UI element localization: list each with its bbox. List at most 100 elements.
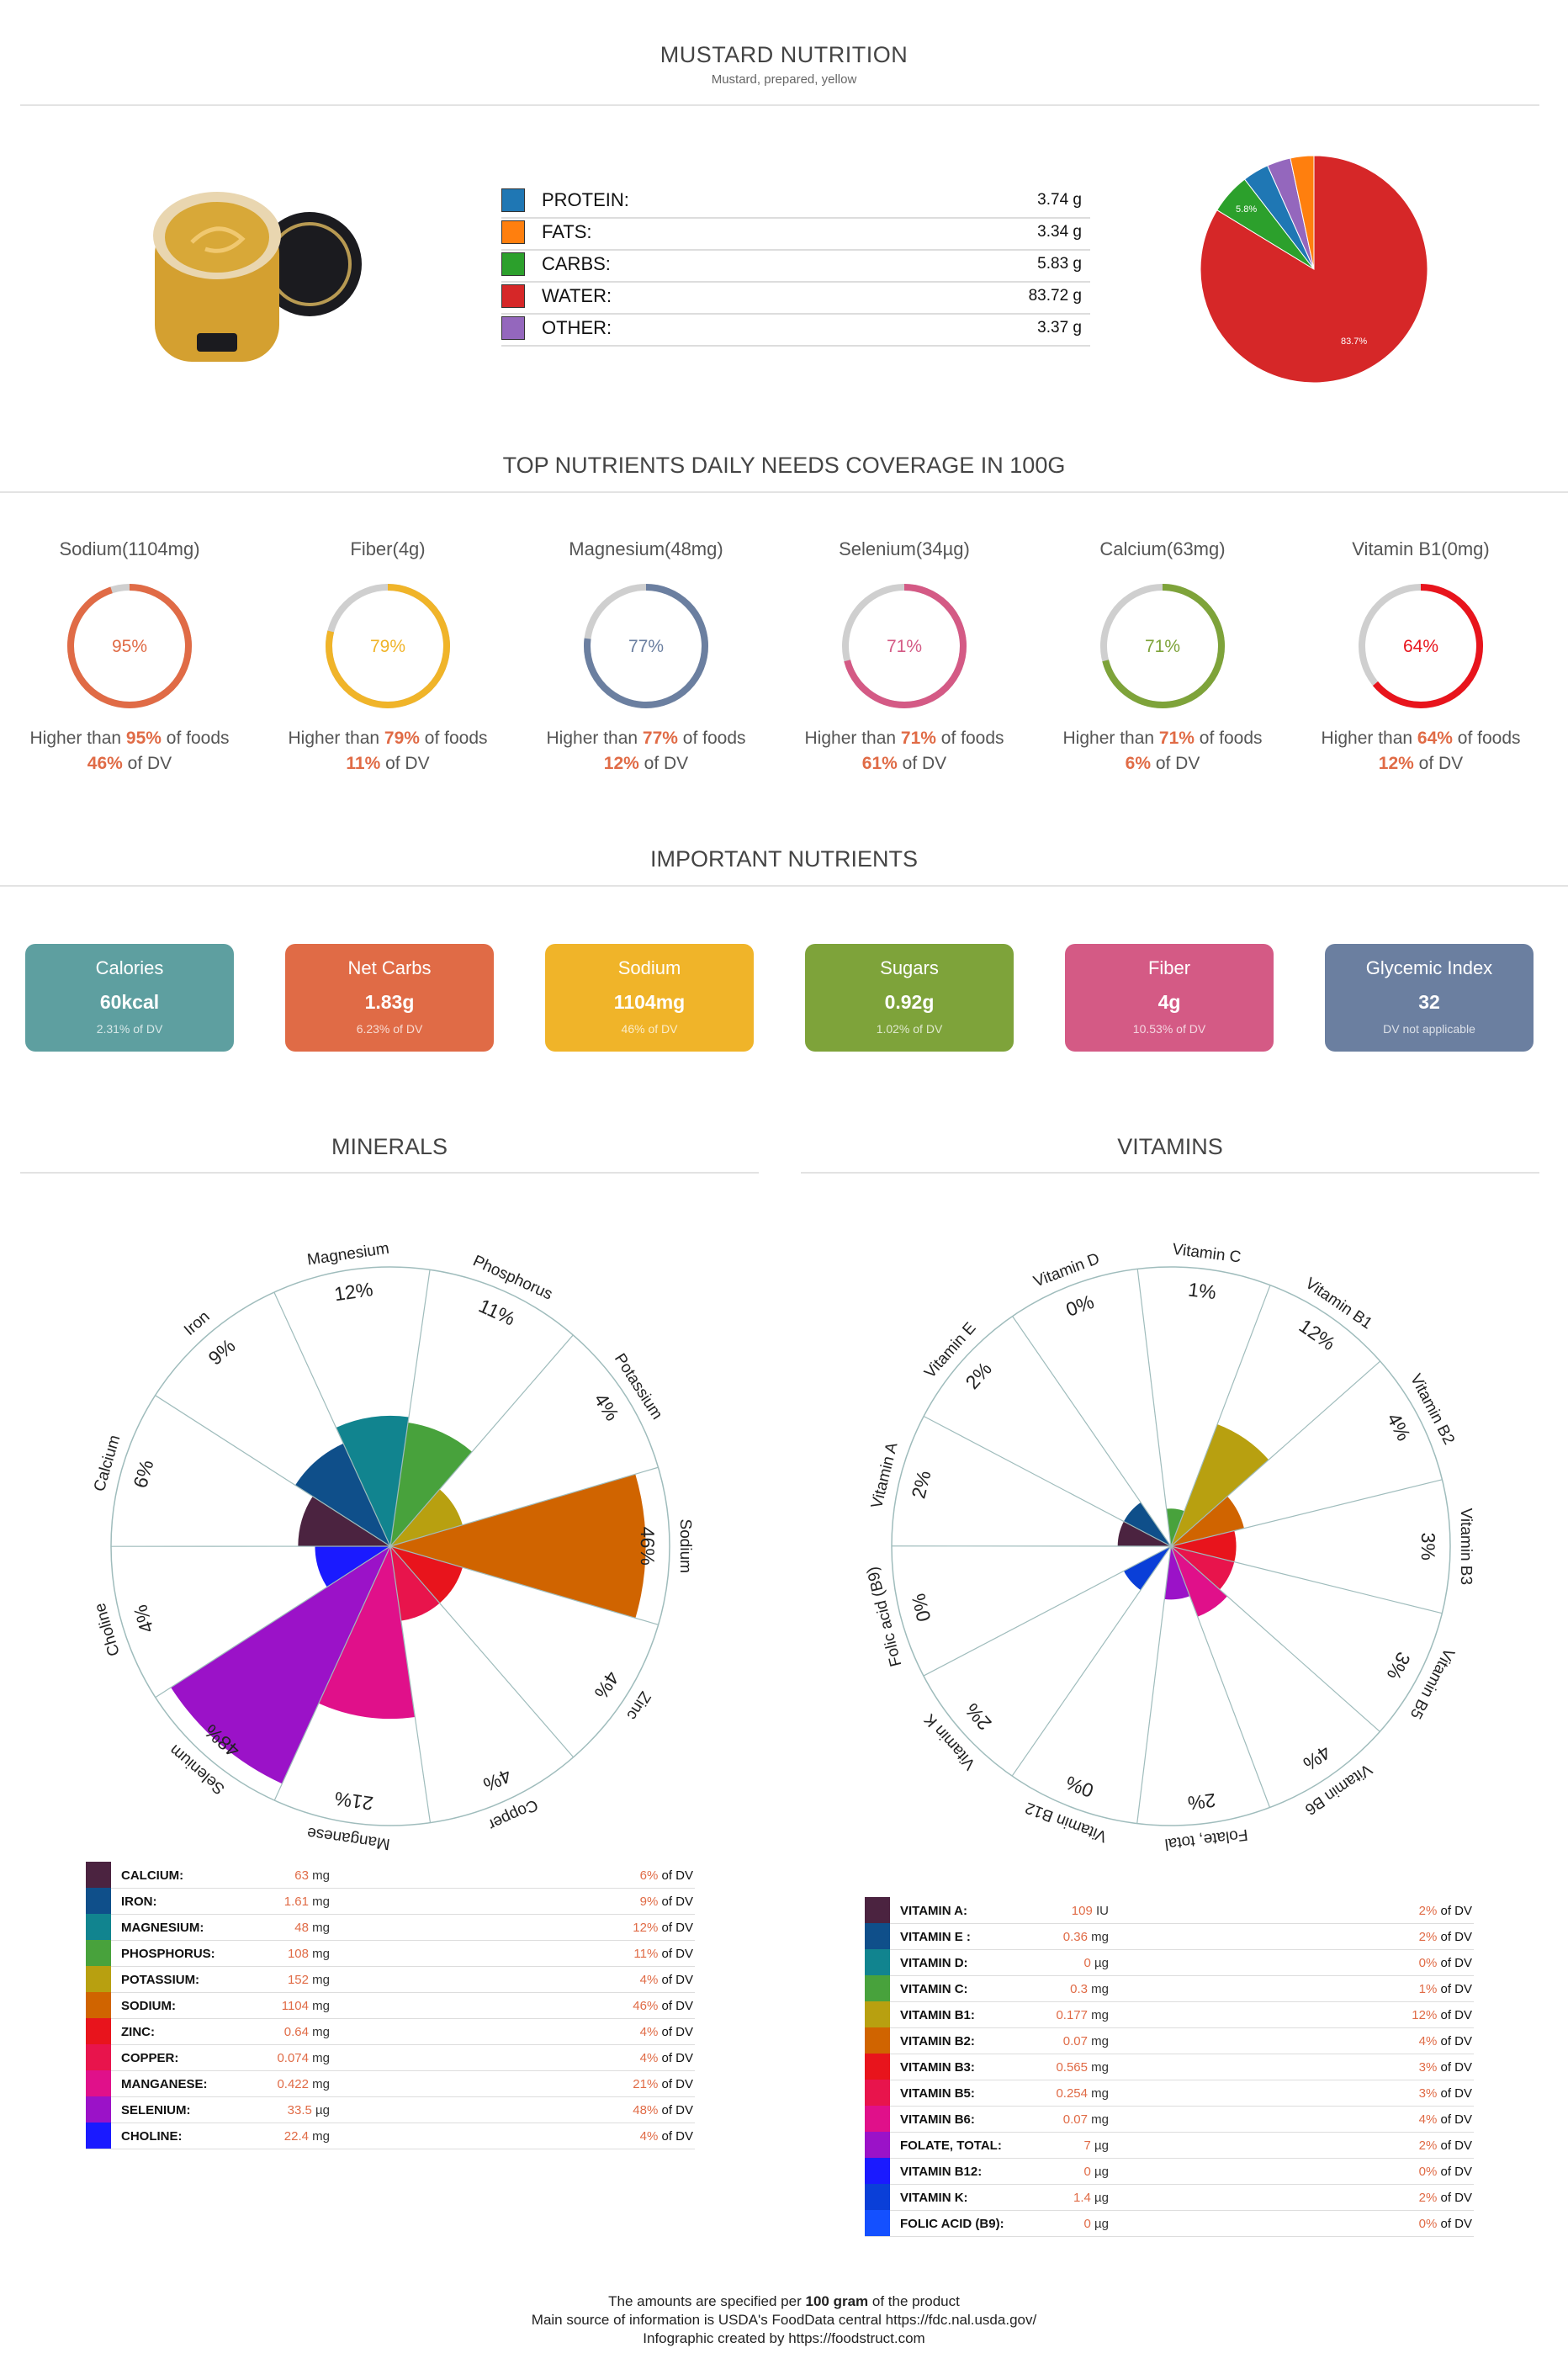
nutrient-color-swatch (86, 1992, 111, 2018)
minerals-polar-chart: Sodium46%Zinc4%Copper4%Manganese21%Selen… (91, 1240, 694, 1853)
polar-sector-vitamin-e (1123, 1502, 1171, 1546)
coverage-ring: 71% (842, 584, 967, 708)
polar-category-label: Vitamin A (868, 1440, 902, 1510)
polar-sector-choline (315, 1546, 390, 1587)
dv-value: 46% (87, 754, 123, 773)
dv-number: 48% (633, 2103, 659, 2117)
dv-number: 4% (639, 2025, 659, 2039)
ring-progress (584, 584, 708, 708)
amount-unit: mg (1087, 2112, 1109, 2127)
nutrient-name: VITAMIN E : (900, 1930, 971, 1944)
nutrient-dv: 0% of DV (1418, 2217, 1472, 2231)
amount-number: 1.61 (283, 1895, 309, 1909)
polar-value-label: 2% (1187, 1789, 1217, 1815)
nutrient-amount: 108 mg (288, 1947, 330, 1961)
nutrient-row: VITAMIN B1: 0.177 mg 12% of DV (865, 2001, 1474, 2028)
polar-sector-zinc (390, 1546, 463, 1603)
vitamins-polar-chart: Vitamin B33%Vitamin B53%Vitamin B64%Fola… (864, 1241, 1475, 1853)
nutrient-row: CALCIUM: 63 mg 6% of DV (86, 1862, 695, 1889)
nutrient-amount: 0.64 mg (284, 2025, 330, 2039)
nutrient-name: MAGNESIUM: (121, 1921, 204, 1935)
coverage-ring: 79% (326, 584, 450, 708)
nutrient-color-swatch (865, 1897, 890, 1923)
card-value: 1104mg (613, 991, 686, 1013)
nutrient-name: VITAMIN B2: (900, 2034, 975, 2048)
polar-value-label: 1% (1187, 1278, 1217, 1303)
nutrient-color-swatch (86, 2096, 111, 2123)
nutrient-dv: 48% of DV (633, 2103, 693, 2117)
polar-category-label: Magnesium (306, 1240, 390, 1269)
nutrient-color-swatch (865, 2080, 890, 2106)
dv-number: 11% (633, 1947, 659, 1961)
polar-value-label: 11% (475, 1295, 518, 1330)
nutrient-dv: 11% of DV (633, 1947, 693, 1961)
dv-number: 6% (639, 1868, 659, 1883)
nutrient-amount: 0.177 mg (1056, 2008, 1109, 2022)
nutrient-amount: 0.074 mg (277, 2051, 330, 2065)
nutrient-name: POTASSIUM: (121, 1973, 200, 1987)
polar-category-label: Vitamin C (1172, 1241, 1242, 1267)
ring-progress (1100, 584, 1225, 708)
polar-sector-vitamin-k (1123, 1546, 1171, 1591)
polar-value-label: 2% (961, 1358, 996, 1393)
amount-unit: µg (1090, 2165, 1109, 2179)
polar-value-label: 21% (333, 1788, 374, 1815)
coverage-dv: 46% of DV (87, 754, 172, 773)
nutrient-color-swatch (865, 2054, 890, 2080)
polar-category-label: Calcium (91, 1434, 124, 1494)
nutrient-dv: 2% of DV (1418, 2138, 1472, 2153)
nutrient-name: SODIUM: (121, 1999, 176, 2013)
macro-color-swatch (501, 188, 525, 212)
macro-row: CARBS: 5.83 g (501, 249, 1090, 283)
nutrient-dv: 4% of DV (639, 2051, 693, 2065)
polar-value-label: 4% (1383, 1409, 1415, 1444)
polar-sector-vitamin-b2 (1171, 1496, 1244, 1546)
dv-number: 21% (633, 2077, 659, 2091)
amount-number: 0.254 (1056, 2086, 1088, 2101)
amount-number: 63 (294, 1868, 309, 1883)
polar-value-label: 9% (204, 1334, 239, 1369)
ring-percent: 71% (887, 637, 922, 656)
nutrient-name: FOLIC ACID (B9): (900, 2217, 1004, 2231)
nutrient-color-swatch (865, 1975, 890, 2001)
nutrient-name: VITAMIN C: (900, 1982, 968, 1996)
nutrient-color-swatch (865, 2027, 890, 2054)
polar-value-label: 12% (1295, 1315, 1340, 1355)
nutrient-row: COPPER: 0.074 mg 4% of DV (86, 2044, 695, 2071)
amount-number: 0.074 (277, 2051, 309, 2065)
polar-value-label: 4% (591, 1667, 624, 1703)
polar-value-label: 2% (907, 1468, 935, 1501)
polar-value-label: 4% (1300, 1741, 1335, 1775)
amount-unit: mg (308, 2025, 330, 2039)
nutrient-dv: 4% of DV (1418, 2034, 1472, 2048)
nutrient-name: VITAMIN B6: (900, 2112, 975, 2127)
dv-value: 6% (1125, 754, 1151, 773)
ring-progress (67, 584, 192, 708)
nutrient-color-swatch (865, 2158, 890, 2184)
polar-category-label: Copper (485, 1795, 540, 1833)
nutrient-name: VITAMIN K: (900, 2191, 968, 2205)
nutrient-color-swatch (865, 2132, 890, 2158)
coverage-higher-than: Higher than 71% of foods (1062, 729, 1263, 748)
amount-number: 0 (1083, 2165, 1091, 2179)
polar-spoke (1170, 1545, 1271, 1808)
nutrient-dv: 2% of DV (1418, 1930, 1472, 1944)
nutrient-row: VITAMIN B12: 0 µg 0% of DV (865, 2158, 1474, 2185)
pie-label: 5.8% (1236, 204, 1257, 215)
card-dv: DV not applicable (1383, 1022, 1475, 1036)
polar-sector-sodium (390, 1474, 646, 1619)
nutrient-name: FOLATE, TOTAL: (900, 2138, 1002, 2153)
nutrient-row: SELENIUM: 33.5 µg 48% of DV (86, 2096, 695, 2123)
amount-number: 0 (1083, 2217, 1091, 2231)
amount-number: 0 (1083, 1956, 1091, 1970)
jar-label (197, 333, 237, 352)
polar-spoke (389, 1269, 431, 1547)
polar-spoke (273, 1545, 391, 1801)
nutrient-row: PHOSPHORUS: 108 mg 11% of DV (86, 1940, 695, 1967)
polar-value-label: 0% (1062, 1772, 1096, 1802)
macro-value: 5.83 g (1037, 255, 1082, 273)
footer-bold: 100 gram (805, 2293, 869, 2309)
nutrient-name: VITAMIN A: (900, 1904, 967, 1918)
nutrient-name: IRON: (121, 1895, 157, 1909)
nutrient-name: CHOLINE: (121, 2129, 183, 2144)
